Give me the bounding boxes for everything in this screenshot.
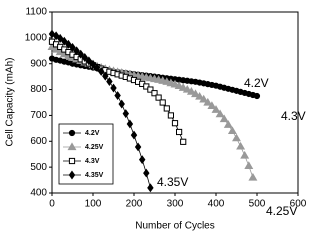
marker — [211, 105, 221, 113]
marker — [159, 99, 166, 106]
marker — [167, 112, 175, 119]
marker — [61, 36, 68, 46]
annotation: 4.35V — [157, 175, 188, 189]
marker — [199, 94, 209, 103]
marker — [227, 126, 237, 135]
y-tick-label: 800 — [30, 84, 47, 95]
marker — [126, 119, 134, 129]
y-tick-label: 500 — [30, 162, 47, 173]
marker — [147, 86, 154, 93]
marker — [223, 120, 233, 128]
x-tick-label: 0 — [49, 199, 55, 210]
marker — [253, 92, 261, 100]
chart: Number of Cycles Cell Capacity (mAh) 400… — [5, 7, 307, 232]
marker — [110, 83, 117, 93]
marker — [207, 101, 217, 109]
marker — [176, 128, 183, 136]
marker — [219, 114, 229, 123]
x-tick-label: 100 — [85, 199, 102, 210]
marker — [68, 170, 76, 180]
marker — [143, 168, 150, 178]
y-tick-label: 600 — [30, 136, 47, 147]
marker — [171, 120, 179, 127]
marker — [163, 105, 170, 112]
x-tick-label: 400 — [208, 199, 225, 210]
marker — [65, 39, 72, 49]
marker — [151, 90, 158, 97]
marker — [106, 77, 113, 87]
marker — [195, 91, 205, 100]
x-tick-label: 200 — [126, 199, 143, 210]
legend-label: 4.2V — [85, 130, 100, 137]
marker — [118, 99, 125, 109]
y-tick-label: 700 — [30, 110, 47, 121]
y-axis-title: Cell Capacity (mAh) — [5, 58, 16, 147]
x-tick-label: 500 — [249, 199, 266, 210]
x-axis-title: Number of Cycles — [135, 221, 214, 232]
marker — [244, 161, 254, 169]
marker — [122, 109, 130, 119]
page: Number of Cycles Cell Capacity (mAh) 400… — [4, 6, 307, 232]
marker — [69, 42, 76, 52]
legend-label: 4.35V — [85, 172, 104, 179]
marker — [174, 81, 184, 90]
marker — [232, 133, 241, 142]
marker — [240, 150, 250, 159]
x-tick-label: 600 — [290, 199, 307, 210]
marker — [85, 56, 93, 66]
marker — [248, 172, 258, 181]
marker — [147, 183, 154, 193]
marker — [67, 142, 77, 151]
legend-box — [58, 123, 114, 185]
marker — [89, 59, 97, 69]
marker — [138, 155, 146, 165]
marker — [236, 141, 246, 150]
marker — [93, 63, 101, 73]
marker — [178, 83, 188, 91]
marker — [102, 71, 109, 81]
x-tick-label: 300 — [167, 199, 184, 210]
marker — [203, 97, 213, 106]
y-tick-label: 1000 — [25, 32, 48, 43]
marker — [180, 138, 187, 145]
marker — [68, 129, 76, 137]
marker — [134, 142, 142, 152]
marker — [52, 31, 60, 41]
y-tick-label: 900 — [30, 58, 47, 69]
legend-label: 4.25V — [85, 144, 104, 151]
marker — [77, 49, 84, 59]
y-tick-label: 1100 — [25, 7, 47, 18]
marker — [182, 84, 192, 93]
marker — [97, 67, 105, 76]
annotation: 4.3V — [281, 109, 306, 123]
y-tick-label: 400 — [30, 188, 47, 199]
annotation: 4.25V — [266, 204, 297, 218]
marker — [215, 109, 225, 118]
marker — [68, 157, 76, 165]
legend-label: 4.3V — [85, 158, 100, 165]
marker — [56, 33, 64, 43]
annotation: 4.2V — [244, 76, 269, 90]
marker — [191, 89, 200, 98]
marker — [130, 130, 138, 140]
marker — [73, 46, 80, 56]
marker — [81, 53, 89, 62]
marker — [155, 94, 162, 101]
marker — [186, 87, 196, 95]
marker — [143, 83, 150, 90]
marker — [114, 91, 121, 100]
